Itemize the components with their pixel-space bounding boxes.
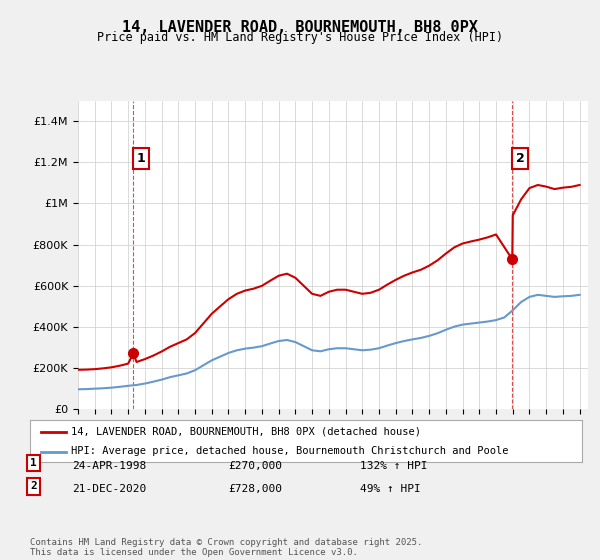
Text: Contains HM Land Registry data © Crown copyright and database right 2025.
This d: Contains HM Land Registry data © Crown c…: [30, 538, 422, 557]
Text: Price paid vs. HM Land Registry's House Price Index (HPI): Price paid vs. HM Land Registry's House …: [97, 31, 503, 44]
Text: 1: 1: [137, 152, 145, 165]
Text: 2: 2: [30, 482, 37, 492]
Text: 21-DEC-2020: 21-DEC-2020: [72, 484, 146, 494]
Text: £728,000: £728,000: [228, 484, 282, 494]
Text: 1: 1: [30, 458, 37, 468]
Text: £270,000: £270,000: [228, 461, 282, 471]
Text: HPI: Average price, detached house, Bournemouth Christchurch and Poole: HPI: Average price, detached house, Bour…: [71, 446, 509, 456]
Text: 132% ↑ HPI: 132% ↑ HPI: [360, 461, 427, 471]
Text: 49% ↑ HPI: 49% ↑ HPI: [360, 484, 421, 494]
Text: 14, LAVENDER ROAD, BOURNEMOUTH, BH8 0PX (detached house): 14, LAVENDER ROAD, BOURNEMOUTH, BH8 0PX …: [71, 427, 421, 437]
Text: 14, LAVENDER ROAD, BOURNEMOUTH, BH8 0PX: 14, LAVENDER ROAD, BOURNEMOUTH, BH8 0PX: [122, 20, 478, 35]
Text: 24-APR-1998: 24-APR-1998: [72, 461, 146, 471]
Text: 2: 2: [515, 152, 524, 165]
